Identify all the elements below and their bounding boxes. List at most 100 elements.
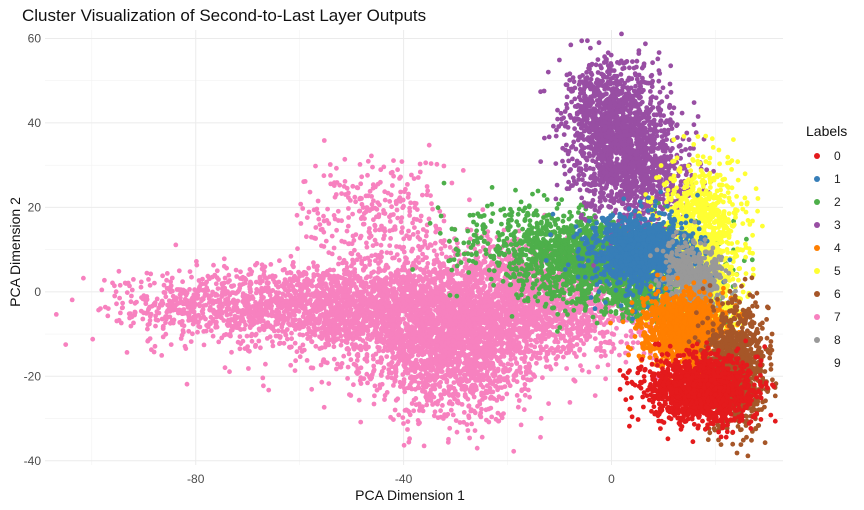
point [286,303,291,308]
point [245,348,251,354]
point [390,350,396,356]
point [281,309,287,315]
point [211,262,216,268]
point [393,367,399,372]
point [264,280,270,286]
point [277,258,282,264]
point [474,445,480,451]
point [420,408,426,414]
point [267,274,272,280]
point [519,388,525,394]
point [407,382,413,388]
point [112,283,117,289]
point [440,359,446,365]
point [356,370,362,375]
point [438,392,443,398]
point [501,411,506,416]
point [332,320,338,326]
point [379,329,385,334]
point [258,345,263,351]
point [358,419,364,425]
point [314,267,320,273]
point [386,338,392,344]
point [322,344,328,350]
point [420,373,426,379]
point [283,293,288,299]
point [369,253,375,259]
point [522,355,528,361]
point [511,377,517,383]
point [262,264,268,270]
point [604,329,610,335]
point [280,320,286,326]
point [376,348,382,354]
point [367,274,373,279]
point [431,258,437,263]
point [152,280,157,286]
point [374,318,380,324]
point [423,274,429,280]
point [401,442,407,448]
point [182,343,188,349]
point [396,321,402,327]
point [371,323,377,329]
point [297,354,303,360]
point [247,282,253,287]
point [623,333,629,339]
point [351,361,357,367]
point [307,300,313,305]
point [361,313,366,319]
point [330,291,336,296]
point [379,381,385,387]
point [292,368,298,373]
point [268,262,274,267]
point [345,280,351,286]
point [353,342,358,347]
point [433,368,439,374]
point [438,408,443,414]
point [210,333,216,339]
point [564,366,569,371]
point [221,256,227,262]
point [311,272,317,277]
point [400,308,405,314]
point [435,382,441,387]
point [357,336,363,342]
point [507,383,513,389]
point [319,379,325,385]
point [598,340,604,346]
point [282,277,288,282]
point [269,326,275,332]
point [292,295,298,301]
point [416,380,422,386]
point [538,415,544,421]
point [290,262,295,268]
point [382,279,388,285]
point [478,334,484,340]
point [264,304,270,309]
point [291,322,297,327]
point [452,372,458,378]
point [402,351,408,356]
point [482,390,487,396]
point [397,340,402,346]
point [298,304,304,310]
point [494,398,500,403]
point [442,318,448,324]
point [233,267,239,273]
point [246,297,252,303]
point [354,286,360,292]
point [416,260,422,265]
point [163,294,169,300]
point [253,279,259,285]
point [415,352,421,358]
point [160,273,166,279]
point [439,251,445,256]
point [463,384,469,390]
point [346,351,352,357]
point [488,405,494,411]
point [288,362,294,368]
point [392,299,398,305]
point [438,328,444,333]
point [359,261,365,266]
